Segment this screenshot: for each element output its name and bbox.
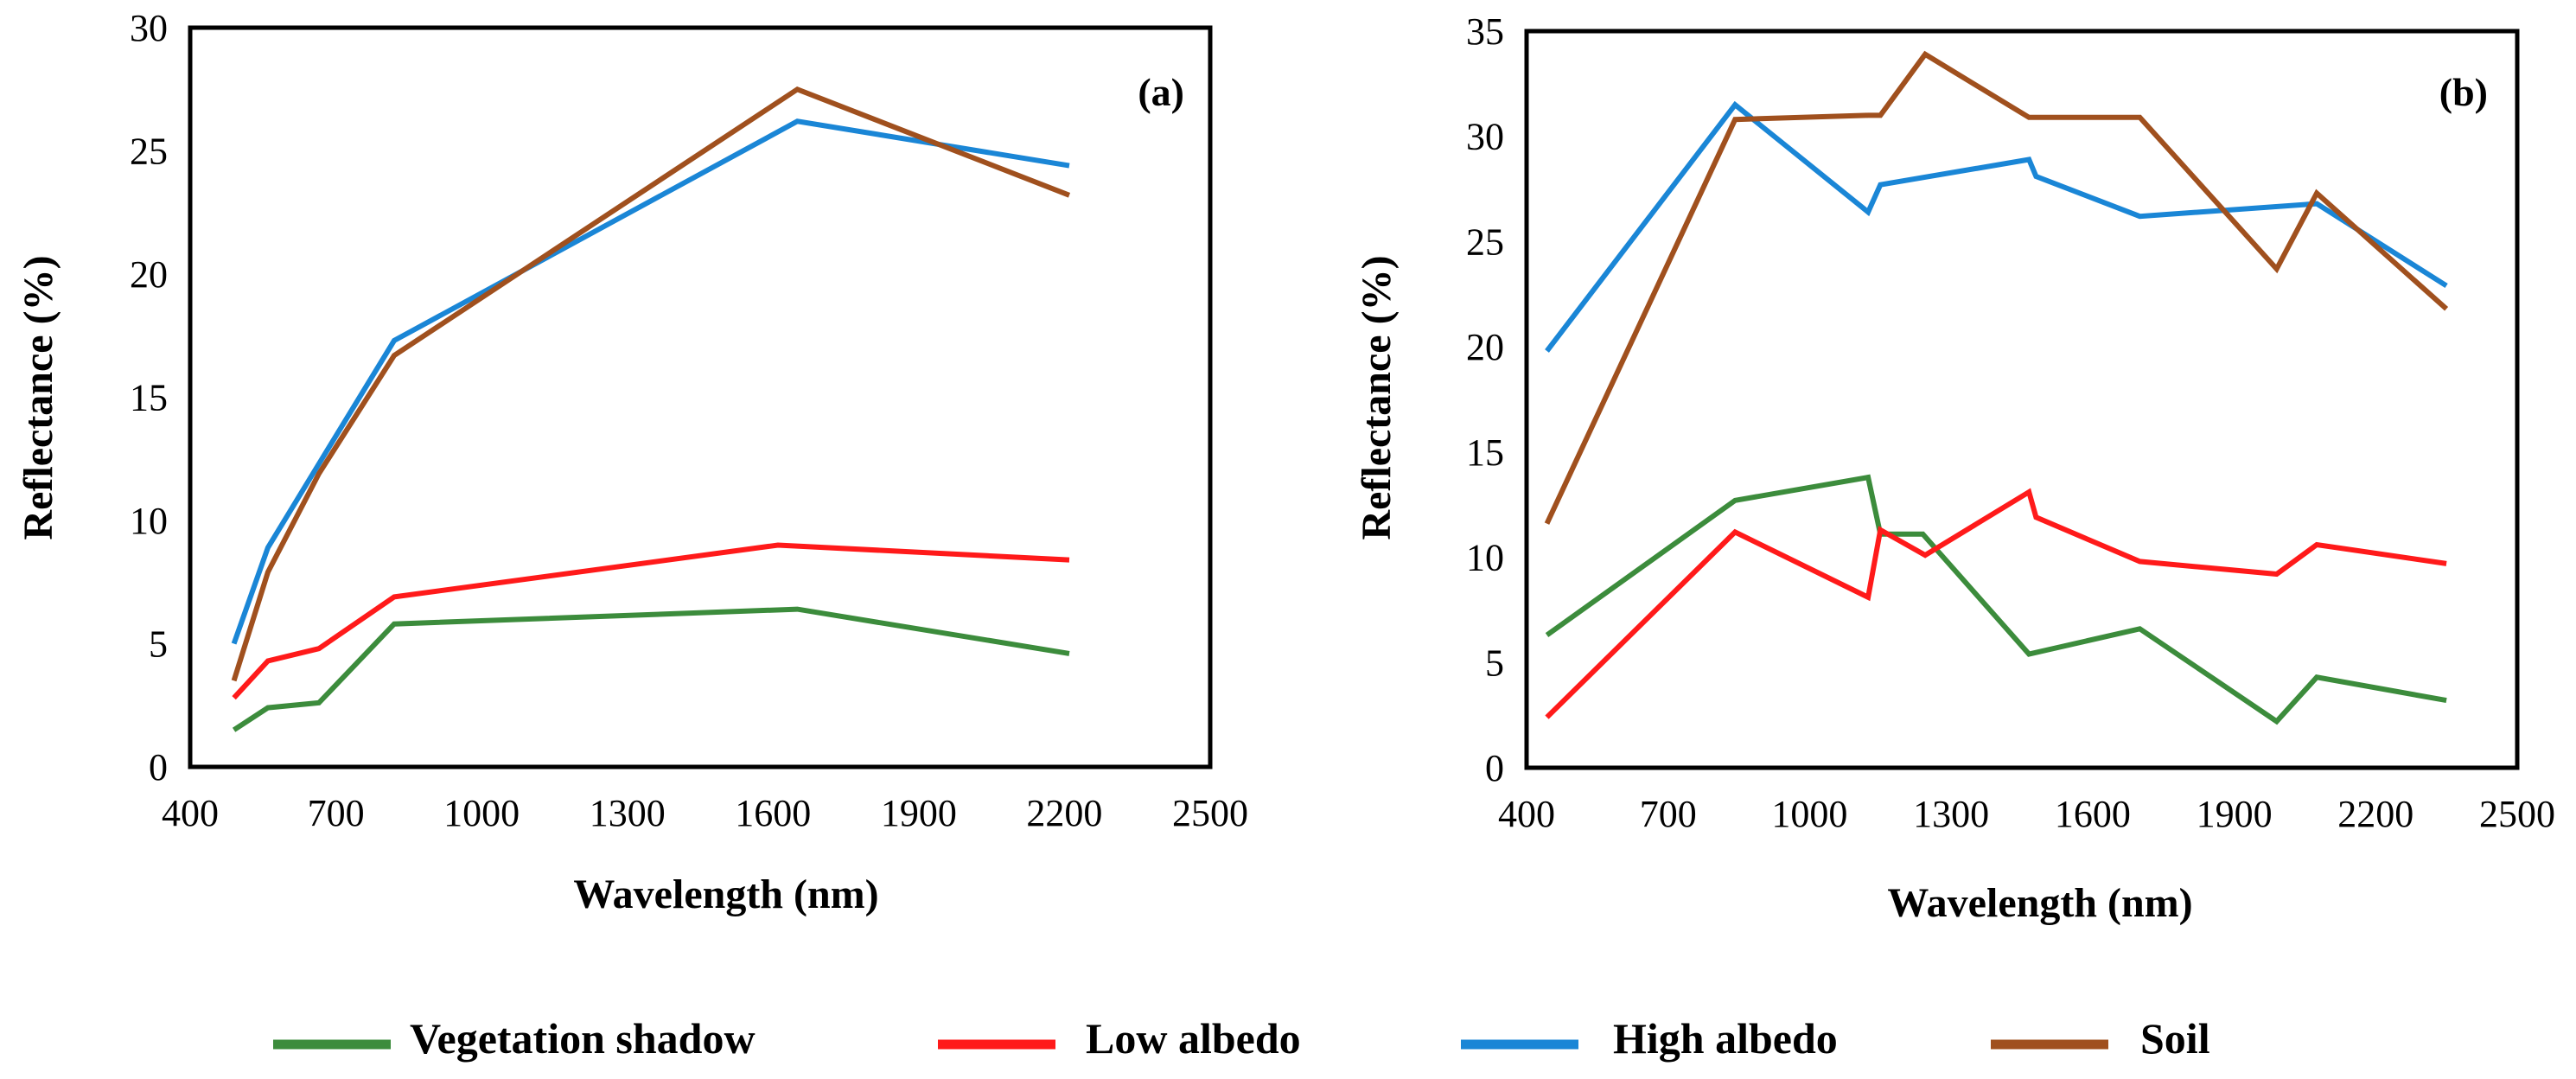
y-tick-label-a: 30	[130, 7, 168, 49]
y-tick-label-a: 10	[130, 500, 168, 542]
x-tick-label-a: 2500	[1172, 792, 1248, 834]
x-tick-label-a: 1900	[881, 792, 957, 834]
x-tick-label-a: 400	[162, 792, 219, 834]
chart-panel-a: (a) Wavelength (nm) Reflectance (%) 400 7…	[16, 7, 1248, 917]
series-line-vegetation-shadow-a	[232, 606, 1070, 732]
x-tick-label-a: 2200	[1026, 792, 1102, 834]
y-tick-label-a: 25	[130, 131, 168, 173]
x-axis-title-a: Wavelength (nm)	[573, 872, 878, 917]
x-tick-label-b: 1900	[2197, 793, 2273, 835]
series-line-low-albedo-b	[1545, 488, 2447, 719]
y-tick-label-b: 30	[1466, 116, 1504, 158]
series-line-high-albedo-b	[1545, 100, 2448, 353]
y-tick-label-b: 10	[1466, 537, 1504, 579]
x-tick-label-a: 1000	[443, 792, 520, 834]
panel-label-a: (a)	[1138, 70, 1184, 114]
x-tick-label-a: 1300	[590, 792, 666, 834]
x-tick-label-a: 1600	[735, 792, 811, 834]
series-b	[1544, 50, 2449, 725]
series-line-vegetation-shadow-b	[1545, 474, 2447, 725]
series-line-high-albedo-a	[231, 118, 1070, 645]
legend-label-high-albedo: High albedo	[1613, 1014, 1838, 1063]
y-tick-label-b: 25	[1466, 220, 1504, 263]
legend-label-soil: Soil	[2140, 1014, 2210, 1063]
y-tick-label-a: 5	[149, 623, 168, 666]
y-tick-label-a: 15	[130, 377, 168, 419]
x-ticks-a: 400 700 1000 1300 1600 1900 2200 2500	[162, 792, 1248, 834]
panel-label-b: (b)	[2439, 70, 2488, 114]
y-axis-title-a: Reflectance (%)	[16, 255, 61, 540]
y-tick-label-b: 35	[1466, 10, 1504, 53]
y-tick-label-b: 5	[1485, 642, 1504, 684]
x-tick-label-b: 1300	[1913, 793, 1989, 835]
y-ticks-a: 0 5 10 15 20 25 30	[130, 7, 168, 788]
x-axis-title-b: Wavelength (nm)	[1887, 880, 2192, 926]
series-line-soil-b	[1544, 50, 2449, 525]
x-ticks-b: 400 700 1000 1300 1600 1900 2200 2500	[1498, 793, 2555, 835]
y-tick-label-b: 20	[1466, 326, 1504, 368]
x-tick-label-a: 700	[308, 792, 365, 834]
x-tick-label-b: 1000	[1771, 793, 1847, 835]
legend-label-vegetation-shadow: Vegetation shadow	[410, 1014, 756, 1063]
y-tick-label-a: 0	[149, 746, 168, 788]
y-tick-label-b: 0	[1485, 747, 1504, 789]
chart-panel-b: (b) Wavelength (nm) Reflectance (%) 400 7…	[1354, 10, 2555, 926]
x-tick-label-b: 700	[1640, 793, 1697, 835]
series-a	[231, 86, 1071, 732]
series-line-low-albedo-a	[232, 542, 1070, 700]
plot-frame-a	[188, 25, 1213, 769]
y-ticks-b: 0 5 10 15 20 25 30 35	[1466, 10, 1504, 789]
plot-frame-b	[1524, 29, 2520, 770]
x-tick-label-b: 2500	[2479, 793, 2555, 835]
series-line-soil-a	[231, 86, 1071, 682]
y-axis-title-b: Reflectance (%)	[1354, 255, 1400, 540]
x-tick-label-b: 400	[1498, 793, 1555, 835]
legend: Vegetation shadow Low albedo High albedo So…	[273, 1014, 2210, 1063]
y-tick-label-b: 15	[1466, 431, 1504, 474]
y-tick-label-a: 20	[130, 253, 168, 296]
legend-label-low-albedo: Low albedo	[1086, 1014, 1301, 1063]
x-tick-label-b: 2200	[2337, 793, 2413, 835]
x-tick-label-b: 1600	[2055, 793, 2131, 835]
